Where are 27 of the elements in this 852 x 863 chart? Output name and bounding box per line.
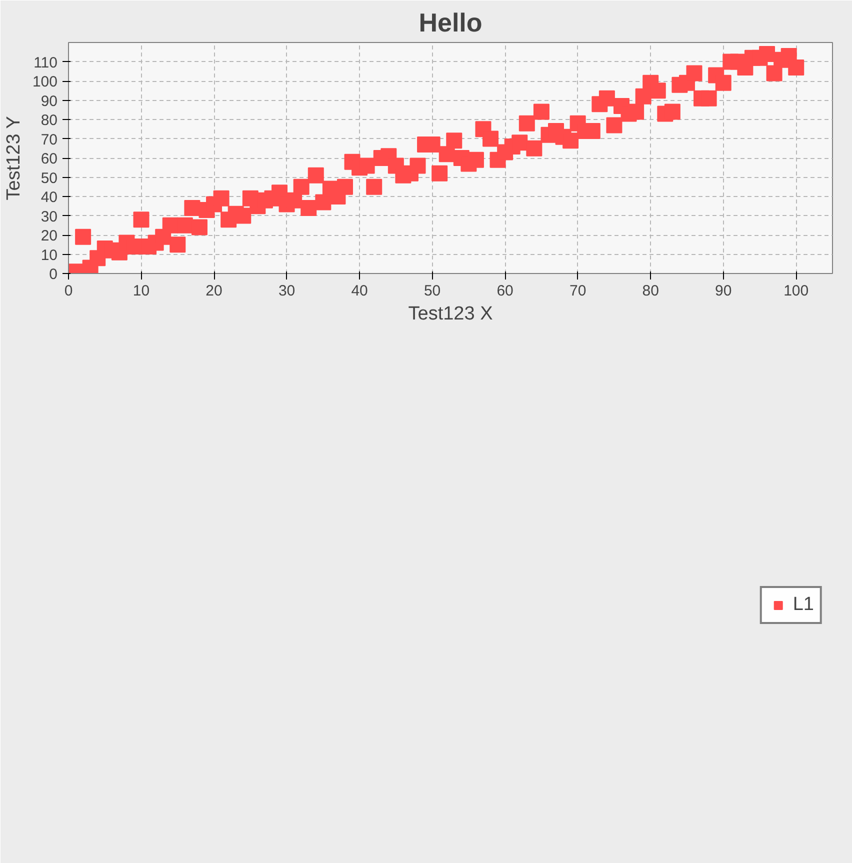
chart-title: Hello <box>418 8 482 38</box>
x-tick-label: 20 <box>206 282 222 300</box>
y-tick-label: 50 <box>40 170 58 187</box>
x-tick-label: 40 <box>351 282 368 300</box>
y-tick-label: 20 <box>40 228 58 244</box>
y-tick-label: 70 <box>40 131 58 148</box>
y-tick-label: 10 <box>40 246 58 264</box>
y-tick-label: 0 <box>49 266 58 283</box>
x-tick-label: 60 <box>496 282 514 300</box>
y-tick-label: 60 <box>40 150 58 168</box>
x-tick-label: 70 <box>569 282 586 300</box>
y-tick-label: 90 <box>40 92 58 110</box>
x-tick-label: 10 <box>132 282 150 300</box>
x-tick-label: 0 <box>64 282 73 300</box>
x-tick-label: 80 <box>642 282 659 300</box>
y-tick-label: 30 <box>40 208 58 226</box>
x-tick-label: 100 <box>784 282 809 300</box>
x-axis-title: Test123 X <box>408 304 494 324</box>
x-tick-label: 50 <box>424 282 441 300</box>
y-tick-label: 40 <box>40 189 58 206</box>
y-tick-label: 100 <box>32 74 58 90</box>
x-tick-label: 30 <box>278 282 296 300</box>
y-tick-label: 80 <box>40 112 58 129</box>
y-axis-title: Test123 Y <box>3 116 24 200</box>
x-tick-label: 90 <box>715 282 732 300</box>
legend-label: L1 <box>792 594 814 616</box>
y-tick-label: 110 <box>34 54 58 72</box>
